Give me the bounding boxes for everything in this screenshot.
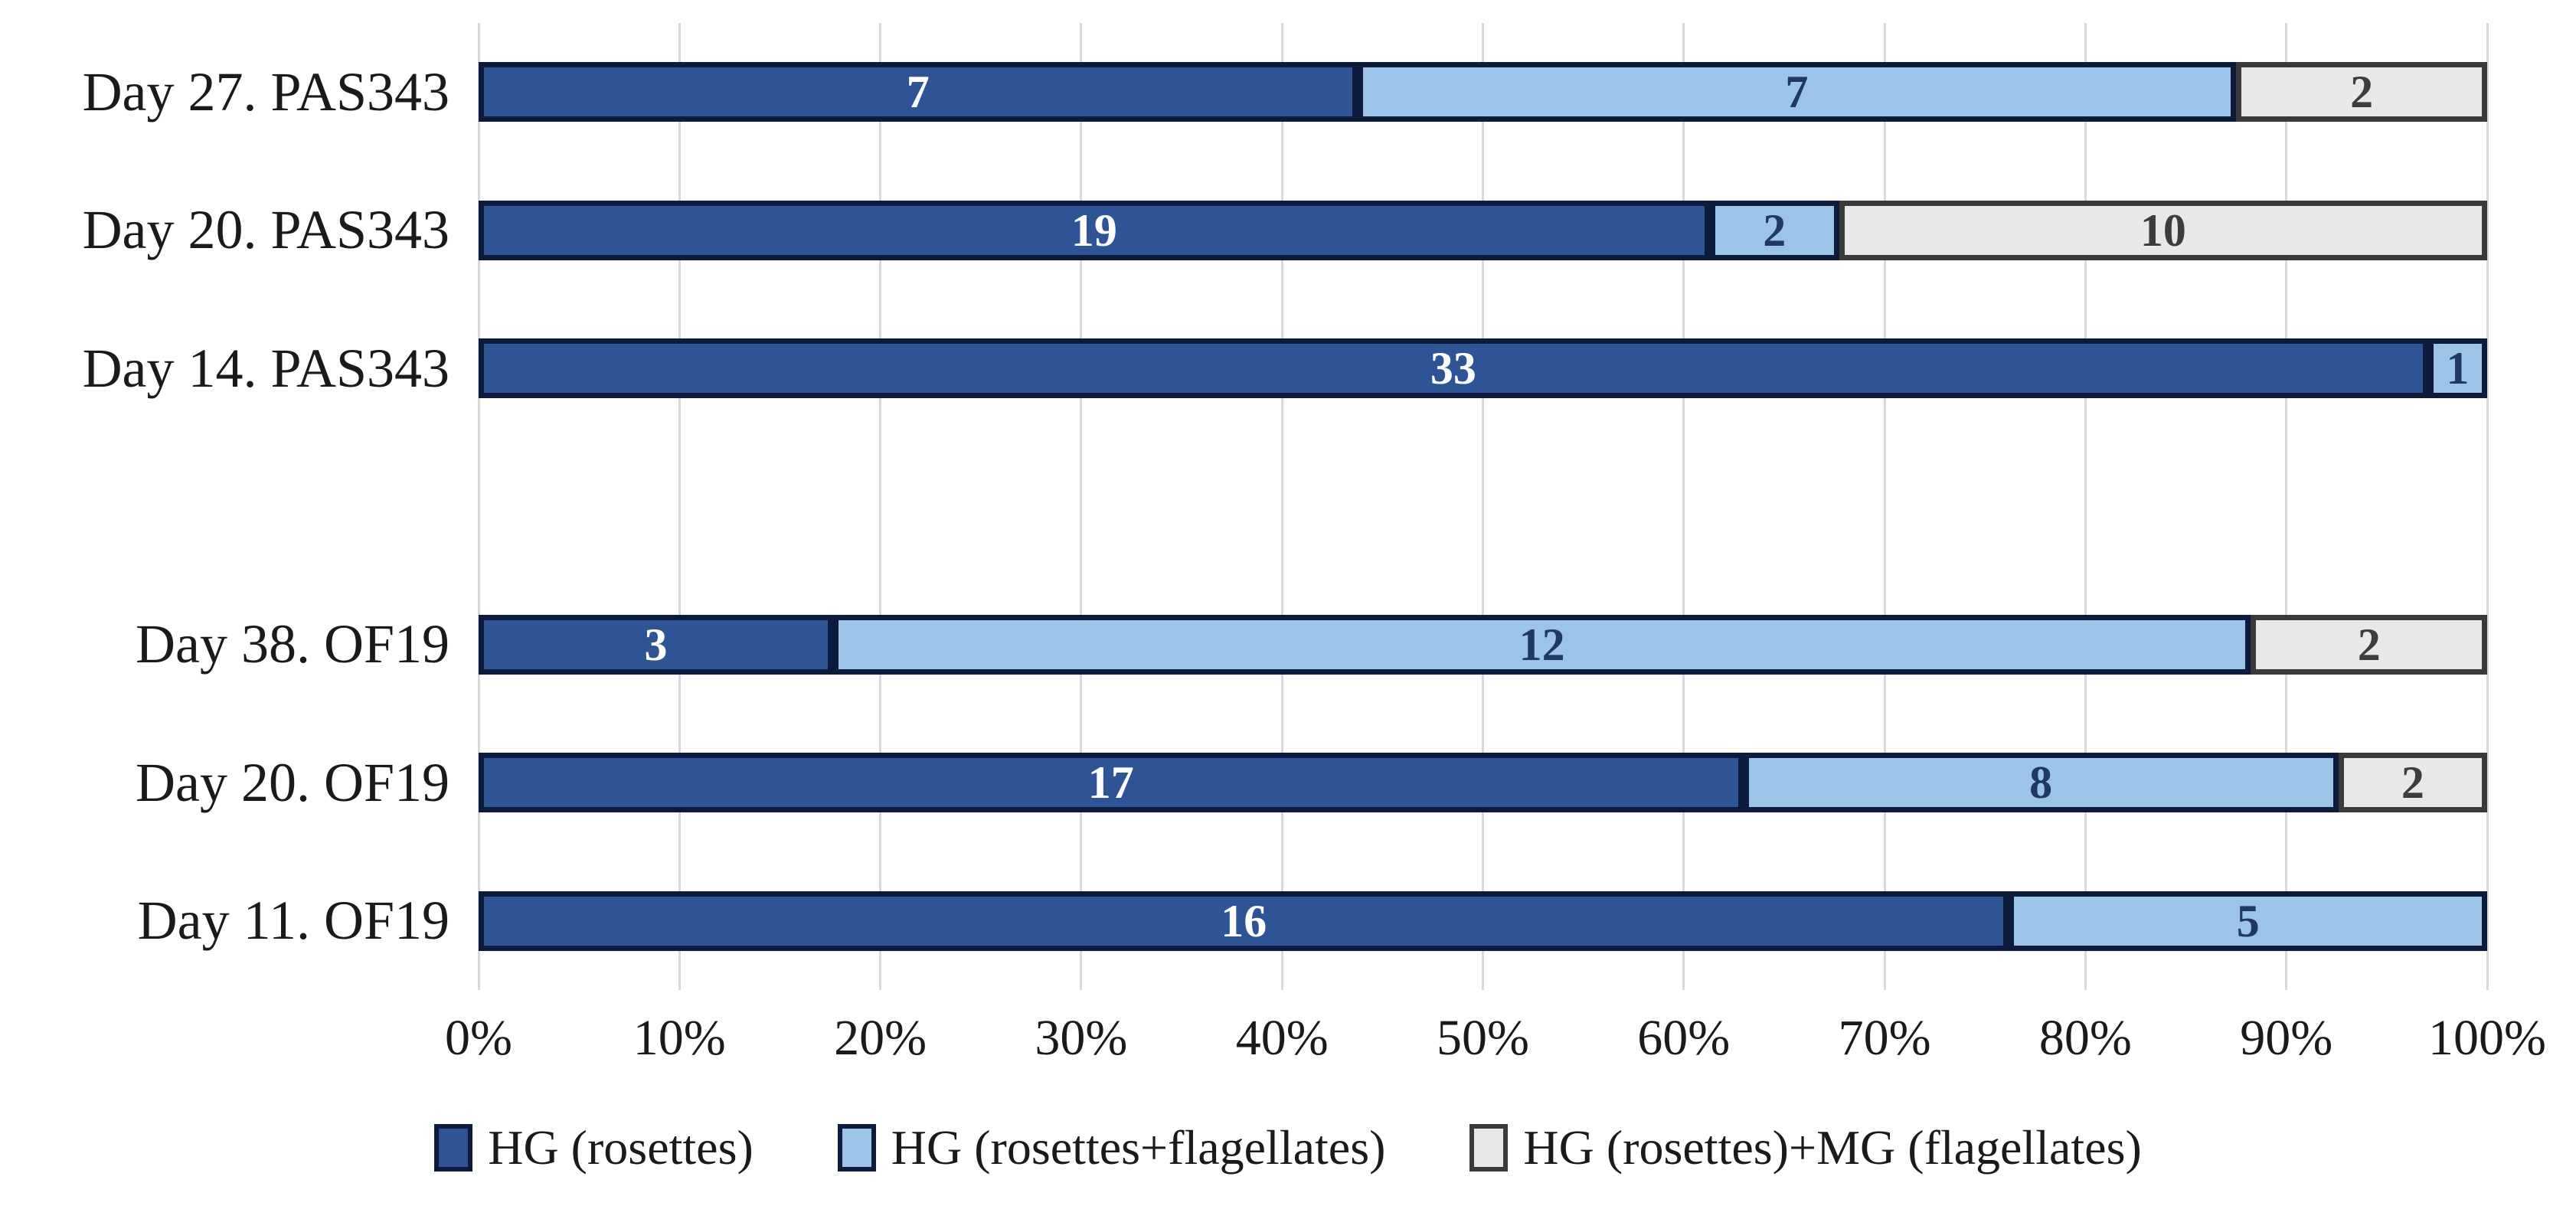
bar-value-label: 12 [1518, 619, 1565, 670]
bar-value-label: 2 [2401, 757, 2424, 809]
x-tick-label: 100% [2428, 1010, 2546, 1066]
gridline [1482, 23, 1484, 990]
x-tick-label: 90% [2240, 1010, 2333, 1066]
bar-value-label: 16 [1221, 895, 1267, 946]
x-tick-label: 50% [1437, 1010, 1529, 1066]
legend-label: HG (rosettes) [488, 1120, 754, 1175]
legend-label: HG (rosettes)+MG (flagellates) [1523, 1120, 2142, 1175]
category-label: Day 20. OF19 [136, 751, 449, 813]
x-tick-label: 70% [1838, 1010, 1931, 1066]
legend-item: HG (rosettes) [434, 1119, 754, 1176]
bar-value-label: 2 [2357, 619, 2381, 670]
bar-row: 17 8 2 [479, 753, 2487, 813]
x-tick-label: 80% [2038, 1010, 2132, 1066]
gridline [2285, 23, 2288, 990]
bar-value-label: 2 [1763, 204, 1787, 256]
bar-value-label: 10 [2140, 204, 2186, 256]
gridline [678, 23, 681, 990]
bar-segment: 2 [2236, 62, 2487, 123]
legend-item: HG (rosettes)+MG (flagellates) [1469, 1119, 2142, 1176]
legend-swatch [434, 1124, 473, 1172]
gridline [1080, 23, 1083, 990]
gridline [2084, 23, 2087, 990]
bar-segment: 33 [479, 338, 2428, 399]
category-label: Day 14. PAS343 [82, 337, 449, 399]
category-label: Day 20. PAS343 [82, 199, 449, 261]
bar-row: 19 2 10 [479, 200, 2487, 260]
category-label: Day 38. OF19 [136, 613, 449, 675]
bar-segment: 12 [832, 614, 2251, 675]
gridline [2486, 23, 2489, 990]
bar-value-label: 17 [1087, 757, 1134, 809]
bar-value-label: 5 [2236, 895, 2260, 946]
x-tick-label: 40% [1235, 1010, 1329, 1066]
bar-segment: 2 [2251, 614, 2487, 675]
bar-value-label: 8 [2029, 757, 2053, 809]
bar-segment: 16 [479, 891, 2009, 951]
bar-segment: 17 [479, 753, 1744, 813]
bar-segment: 7 [1357, 62, 2237, 123]
bar-row: 3 12 2 [479, 614, 2487, 675]
bar-row: 7 7 2 [479, 62, 2487, 123]
gridline [1280, 23, 1283, 990]
bar-value-label: 1 [2446, 343, 2470, 394]
gridline [879, 23, 882, 990]
gridline [477, 23, 480, 990]
legend: HG (rosettes) HG (rosettes+flagellates) HG… [0, 1119, 2576, 1176]
x-tick-label: 60% [1637, 1010, 1731, 1066]
legend-item: HG (rosettes+flagellates) [837, 1119, 1386, 1176]
bar-row: 33 1 [479, 338, 2487, 399]
x-tick-label: 0% [445, 1010, 512, 1066]
bar-segment: 5 [2009, 891, 2487, 951]
bar-segment: 8 [1743, 753, 2339, 813]
gridline [1682, 23, 1685, 990]
bar-segment: 2 [1709, 200, 1839, 260]
x-tick-label: 10% [633, 1010, 726, 1066]
bar-value-label: 3 [644, 619, 668, 670]
bar-value-label: 2 [2350, 67, 2374, 118]
legend-label: HG (rosettes+flagellates) [891, 1120, 1386, 1175]
bar-value-label: 7 [1785, 67, 1809, 118]
bar-value-label: 33 [1430, 343, 1476, 394]
bar-segment: 3 [479, 614, 833, 675]
bar-segment: 2 [2338, 753, 2487, 813]
category-label: Day 27. PAS343 [82, 60, 449, 123]
legend-swatch [1469, 1124, 1509, 1172]
x-tick-label: 20% [834, 1010, 927, 1066]
bar-value-label: 19 [1071, 204, 1117, 256]
bar-value-label: 7 [906, 67, 930, 118]
gridline [1883, 23, 1886, 990]
x-tick-label: 30% [1035, 1010, 1128, 1066]
bar-segment: 19 [479, 200, 1710, 260]
bar-row: 16 5 [479, 891, 2487, 951]
bar-segment: 7 [479, 62, 1358, 123]
legend-swatch [837, 1124, 876, 1172]
category-label: Day 11. OF19 [137, 890, 449, 952]
bar-segment: 1 [2427, 338, 2487, 399]
bar-segment: 10 [1839, 200, 2487, 260]
